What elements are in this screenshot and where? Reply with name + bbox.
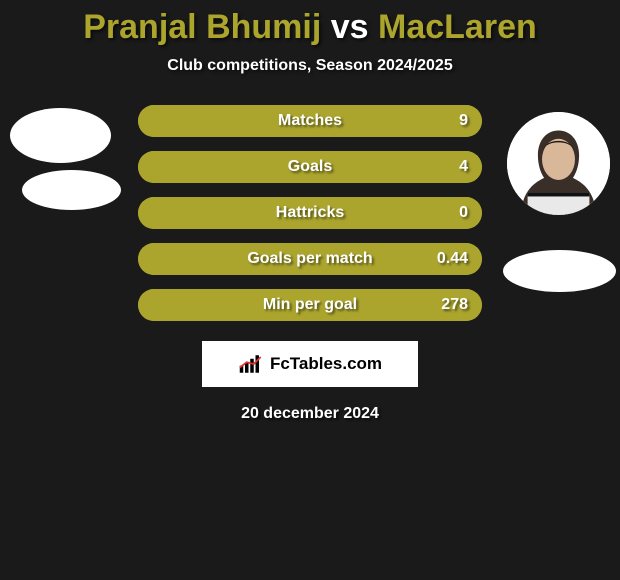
- stat-row: Min per goal 278: [0, 289, 620, 321]
- subtitle: Club competitions, Season 2024/2025: [0, 57, 620, 75]
- stat-bar-track: Hattricks 0: [138, 197, 482, 229]
- stat-row: Matches 9: [0, 105, 620, 137]
- stat-row: Hattricks 0: [0, 197, 620, 229]
- page-title: Pranjal Bhumij vs MacLaren: [0, 0, 620, 47]
- stat-value: 4: [459, 158, 468, 176]
- stat-bar-track: Matches 9: [138, 105, 482, 137]
- stat-value: 278: [441, 296, 468, 314]
- stat-row: Goals 4: [0, 151, 620, 183]
- stats-area: Matches 9 Goals 4 Hattricks 0 Goals per match 0…: [0, 105, 620, 321]
- stat-bar-track: Min per goal 278: [138, 289, 482, 321]
- stat-value: 9: [459, 112, 468, 130]
- title-vs: vs: [321, 8, 378, 46]
- title-player2: MacLaren: [378, 8, 537, 46]
- watermark: FcTables.com: [202, 341, 418, 387]
- stat-value: 0.44: [437, 250, 468, 268]
- stat-label: Matches: [278, 112, 342, 130]
- watermark-text: FcTables.com: [270, 354, 382, 374]
- stat-label: Hattricks: [276, 204, 344, 222]
- title-player1: Pranjal Bhumij: [83, 8, 321, 46]
- chart-bars-icon: [238, 353, 266, 375]
- stat-row: Goals per match 0.44: [0, 243, 620, 275]
- stat-label: Min per goal: [263, 296, 357, 314]
- stat-label: Goals per match: [247, 250, 372, 268]
- stat-value: 0: [459, 204, 468, 222]
- infographic-container: Pranjal Bhumij vs MacLaren Club competit…: [0, 0, 620, 580]
- stat-bar-track: Goals 4: [138, 151, 482, 183]
- stat-bar-track: Goals per match 0.44: [138, 243, 482, 275]
- date-line: 20 december 2024: [0, 405, 620, 423]
- stat-label: Goals: [288, 158, 332, 176]
